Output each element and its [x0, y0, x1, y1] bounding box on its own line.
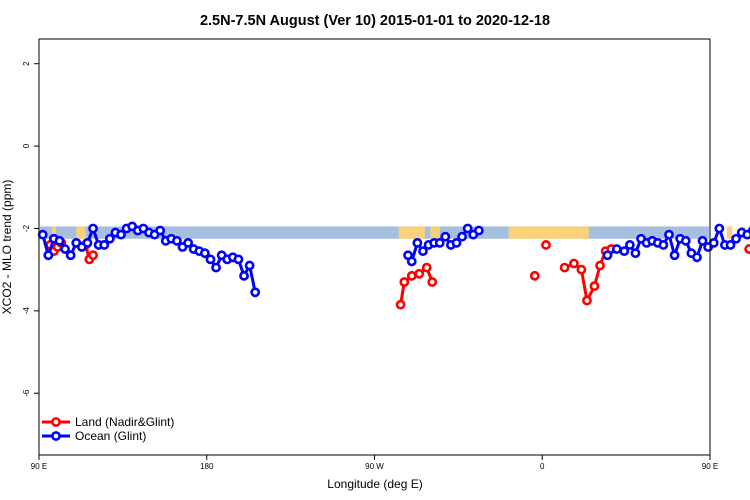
data-point-1-2-0 — [602, 250, 613, 261]
x-axis-label: Longitude (deg E) — [327, 477, 422, 491]
legend-marker-1 — [51, 431, 61, 441]
data-point-0-5-2 — [576, 264, 587, 275]
x-tick-label-0: 90 E — [31, 462, 47, 471]
x-tick-label-2: 90 W — [365, 462, 384, 471]
data-point-1-2-11 — [669, 250, 680, 261]
data-point-1-2-3 — [624, 240, 635, 250]
data-point-1-2-15 — [692, 252, 702, 263]
data-point-0-5-1 — [569, 258, 579, 269]
data-point-1-1-1 — [406, 256, 417, 267]
data-point-1-0-5 — [65, 250, 76, 261]
data-point-1-2-1 — [611, 244, 622, 254]
data-point-1-1-9 — [451, 237, 462, 248]
data-point-1-0-14 — [116, 229, 126, 240]
data-layer — [37, 221, 750, 310]
data-point-0-4-0 — [541, 240, 551, 250]
data-point-1-2-19 — [714, 223, 725, 234]
data-point-0-2-2 — [406, 270, 417, 281]
land-strip-4 — [508, 226, 589, 239]
data-point-1-2-13 — [680, 235, 691, 246]
data-point-0-2-3 — [414, 268, 425, 279]
land-strip-1 — [76, 226, 86, 239]
data-point-0-2-0 — [395, 299, 406, 310]
data-point-1-1-11 — [462, 223, 473, 234]
series-land — [45, 237, 750, 310]
data-point-1-0-21 — [155, 225, 166, 236]
series-ocean — [37, 221, 750, 298]
data-point-1-0-9 — [88, 223, 98, 234]
data-point-1-0-11 — [99, 240, 110, 250]
data-point-1-2-16 — [697, 235, 708, 246]
data-point-0-2-5 — [427, 277, 438, 287]
data-point-1-2-22 — [731, 233, 741, 244]
data-point-1-0-38 — [250, 287, 261, 298]
data-point-1-0-12 — [104, 233, 115, 244]
land-strip-5 — [726, 226, 733, 239]
data-point-0-1-2 — [88, 250, 98, 261]
y-tick-label-0: 2 — [22, 61, 31, 66]
data-point-1-1-7 — [440, 231, 451, 242]
legend-label-1: Ocean (Glint) — [75, 429, 146, 443]
data-point-0-5-0 — [559, 262, 570, 273]
background-strip — [40, 226, 746, 239]
data-point-1-0-31 — [211, 262, 221, 273]
data-point-1-2-2 — [619, 246, 630, 257]
data-point-1-1-3 — [418, 246, 428, 257]
data-point-1-1-2 — [412, 237, 423, 248]
legend-marker-0 — [51, 417, 61, 427]
data-point-1-0-29 — [199, 248, 210, 259]
legend-label-0: Land (Nadir&Glint) — [75, 415, 174, 429]
y-tick-label-1: 0 — [22, 143, 31, 148]
x-tick-label-3: 0 — [540, 462, 545, 471]
x-tick-label-1: 180 — [200, 462, 214, 471]
data-point-1-0-26 — [183, 237, 194, 248]
data-point-1-0-24 — [172, 235, 182, 246]
data-point-0-5-3 — [582, 295, 592, 306]
data-point-1-2-24 — [742, 229, 750, 240]
x-tick-label-4: 90 E — [702, 462, 718, 471]
data-point-0-5-5 — [595, 260, 605, 271]
data-point-0-2-4 — [421, 262, 432, 273]
y-tick-label-2: -2 — [22, 224, 31, 232]
data-point-1-2-21 — [725, 240, 736, 250]
data-point-1-0-35 — [233, 254, 244, 265]
chart-title: 2.5N-7.5N August (Ver 10) 2015-01-01 to … — [200, 13, 550, 29]
land-strip-0 — [52, 226, 56, 239]
data-point-1-2-18 — [708, 237, 719, 248]
data-point-1-2-9 — [658, 240, 669, 250]
data-point-1-1-6 — [434, 237, 445, 248]
land-strip-2 — [398, 226, 425, 239]
axis-ticks: 90 E 180 90 W 0 90 E 2 0 -2 -4 -6 — [22, 61, 718, 471]
y-tick-label-4: -6 — [22, 389, 31, 397]
data-point-0-3-0 — [529, 270, 540, 281]
legend: Land (Nadir&Glint)Ocean (Glint) — [42, 415, 174, 443]
data-point-1-0-37 — [244, 260, 255, 271]
data-point-1-0-4 — [60, 244, 70, 254]
data-point-1-0-0 — [37, 229, 48, 240]
data-point-1-0-36 — [239, 270, 249, 281]
y-axis-label: XCO2 - MLO trend (ppm) — [0, 180, 14, 315]
land-strip-3 — [430, 226, 440, 239]
data-point-0-2-1 — [399, 277, 410, 287]
data-point-1-1-10 — [457, 231, 468, 242]
data-point-1-1-13 — [473, 225, 484, 236]
y-tick-label-3: -4 — [22, 307, 31, 315]
data-point-1-0-30 — [205, 254, 216, 265]
data-point-1-0-8 — [82, 237, 93, 248]
data-point-1-2-10 — [664, 229, 674, 240]
data-point-0-5-4 — [589, 281, 600, 292]
data-point-0-6-0 — [744, 244, 750, 254]
data-point-1-2-4 — [630, 248, 641, 259]
data-point-1-0-3 — [54, 235, 65, 246]
data-point-1-0-1 — [43, 250, 54, 261]
